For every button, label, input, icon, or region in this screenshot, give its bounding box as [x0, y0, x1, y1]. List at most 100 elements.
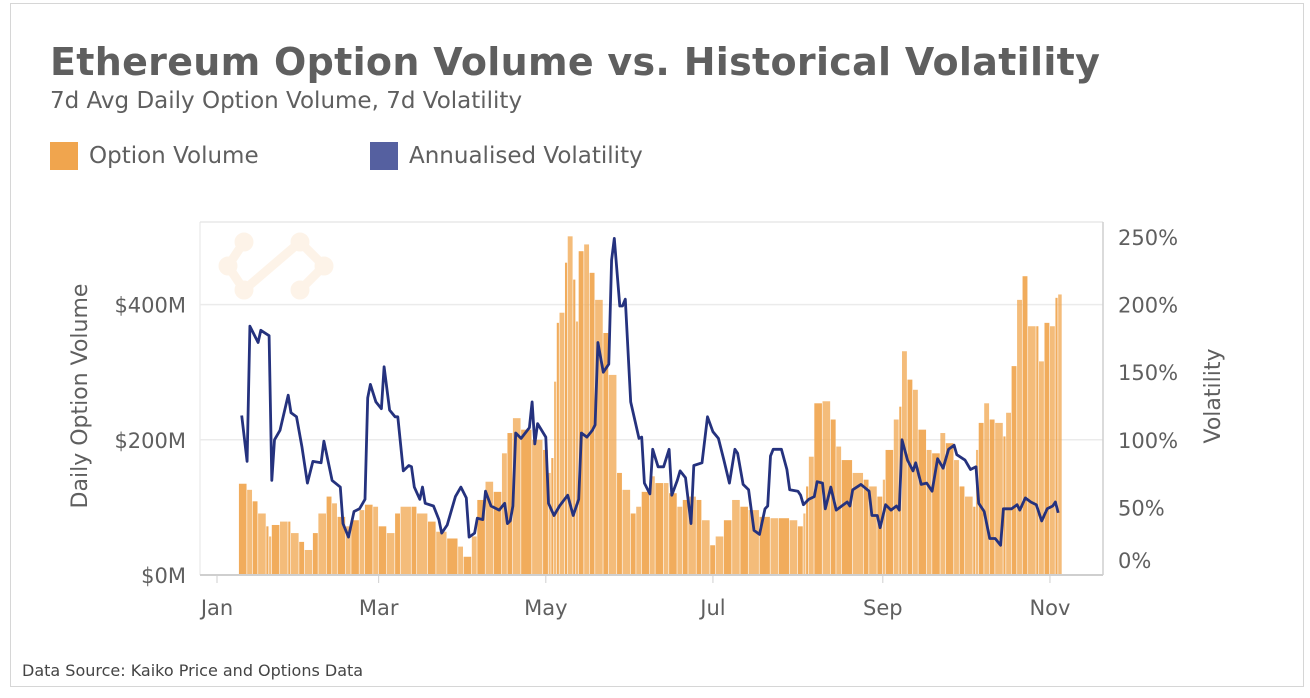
chart-subtitle: 7d Avg Daily Option Volume, 7d Volatilit… [50, 88, 523, 114]
volume-bar [554, 381, 557, 575]
x-tick-label: Jul [698, 596, 725, 620]
volume-bar [1044, 322, 1050, 575]
volume-bar [701, 520, 710, 575]
volume-bar [1022, 276, 1028, 575]
x-tick-label: Nov [1029, 596, 1070, 620]
volume-bar [1039, 361, 1044, 575]
volume-bar [507, 433, 513, 575]
volume-bar [959, 486, 965, 575]
volume-bar [575, 321, 579, 575]
volume-bar [649, 476, 655, 575]
volume-bar [622, 489, 631, 575]
volume-bar [463, 556, 472, 575]
legend-label: Annualised Volatility [409, 143, 643, 169]
volume-bar [822, 401, 831, 575]
volume-bar [595, 299, 603, 575]
logo-watermark [218, 232, 334, 300]
volume-bar [269, 536, 272, 575]
volume-bar [299, 541, 305, 575]
volume-bar [814, 403, 822, 575]
volume-bar [359, 510, 365, 575]
volume-bar [973, 506, 976, 575]
volume-bar [806, 486, 809, 575]
volume-bar [400, 506, 411, 575]
y-left-tick-label: $400M [114, 294, 186, 318]
volume-bar [608, 374, 617, 575]
volume-bar [723, 520, 732, 575]
volume-bar [797, 526, 803, 575]
y-right-tick-label: 50% [1118, 496, 1165, 520]
volume-bar [885, 449, 894, 575]
legend-label: Option Volume [89, 143, 259, 169]
volume-bar [655, 483, 664, 575]
volume-bar [696, 499, 702, 575]
y-left-tick-label: $200M [114, 429, 186, 453]
volume-bar [252, 501, 258, 575]
volume-bar [551, 458, 554, 575]
volume-bar [427, 521, 436, 575]
volume-bar [1058, 294, 1062, 575]
volume-bar [364, 504, 373, 575]
volume-bar [266, 526, 269, 575]
volume-bar [318, 513, 326, 575]
volume-bar [669, 493, 677, 575]
y-right-label: Volatility [1201, 348, 1226, 443]
volume-bar [485, 481, 494, 575]
volume-bar [1028, 326, 1036, 575]
volume-bar [852, 472, 864, 575]
volume-bar [770, 518, 779, 575]
volume-bar [258, 513, 266, 575]
volume-bar [940, 433, 946, 575]
volume-bar [789, 520, 798, 575]
volume-bar [863, 479, 869, 575]
volume-bar [877, 496, 883, 575]
volume-bar [411, 506, 417, 575]
y-right-tick-label: 150% [1118, 361, 1178, 385]
volume-bar [247, 489, 253, 575]
volume-bar [521, 429, 532, 575]
volume-bar [288, 521, 291, 575]
volume-bar [1049, 326, 1055, 575]
volume-bar [312, 533, 318, 575]
volume-bar [436, 531, 447, 575]
volume-bar [836, 446, 842, 575]
legend-item-option-volume[interactable]: Option Volume [50, 142, 259, 170]
volume-bar [740, 506, 748, 575]
volume-bar [688, 496, 696, 575]
volume-bar [975, 449, 979, 575]
volume-bar [617, 472, 622, 575]
legend-item-volatility[interactable]: Annualised Volatility [370, 142, 643, 170]
volume-bar [458, 546, 463, 575]
volume-bar [759, 516, 770, 575]
volume-bar [989, 419, 995, 575]
volume-bar [290, 533, 299, 575]
volume-bar [559, 312, 565, 575]
volume-bar [1017, 299, 1022, 575]
volume-bar [778, 518, 790, 575]
volume-bar [932, 453, 940, 575]
legend-swatch-volume [50, 142, 78, 170]
volume-bar [630, 513, 636, 575]
volume-bar [351, 520, 359, 575]
volume-bar [556, 322, 559, 575]
volume-bar [945, 443, 954, 575]
data-source: Data Source: Kaiko Price and Options Dat… [22, 661, 364, 680]
y-right-tick-label: 250% [1118, 226, 1178, 250]
volume-bar [578, 251, 584, 576]
volume-bar [841, 460, 853, 575]
volume-bar [603, 332, 609, 575]
volume-bar [584, 244, 590, 575]
x-tick-label: Sep [863, 596, 903, 620]
y-right-tick-label: 0% [1118, 549, 1151, 573]
volume-bar [573, 279, 576, 575]
volume-bar [332, 503, 337, 575]
volume-bar [564, 262, 568, 575]
x-tick-label: Mar [359, 596, 399, 620]
volume-bar [1055, 297, 1058, 575]
legend-swatch-volatility [370, 142, 398, 170]
volume-bar [1011, 366, 1017, 575]
chart-card [10, 3, 1304, 687]
volume-bar [1006, 412, 1011, 575]
chart-title: Ethereum Option Volume vs. Historical Vo… [50, 40, 1101, 84]
